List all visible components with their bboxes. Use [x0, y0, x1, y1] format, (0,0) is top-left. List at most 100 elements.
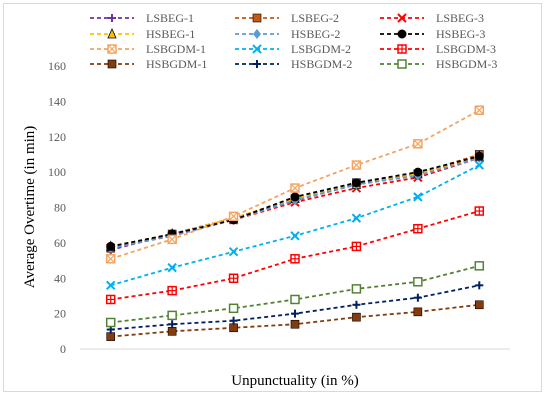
- data-point: [413, 167, 423, 177]
- legend: LSBEG-1 LSBEG-2 LSBEG-3 HSBEG-1 HSBEG-2 HSBEG…: [90, 11, 497, 71]
- data-point: [351, 213, 362, 223]
- data-point: [413, 139, 423, 149]
- data-point: [105, 254, 116, 264]
- legend-marker: [107, 28, 117, 39]
- legend-label: LSBGDM-1: [146, 42, 206, 56]
- data-point: [475, 281, 484, 290]
- data-point: [290, 231, 300, 241]
- data-point: [106, 280, 116, 291]
- series-HSBGDM-3: [105, 261, 485, 328]
- legend-item-LSBGDM-1: LSBGDM-1: [90, 42, 206, 56]
- data-point: [352, 312, 361, 322]
- legend-marker: [253, 29, 261, 39]
- data-point: [228, 303, 239, 314]
- legend-label: HSBEG-1: [146, 27, 195, 41]
- data-point: [105, 294, 116, 305]
- legend-marker: [397, 29, 407, 39]
- legend-item-LSBGDM-2: LSBGDM-2: [235, 42, 351, 56]
- legend-item-HSBGDM-2: HSBGDM-2: [235, 57, 352, 71]
- data-point: [228, 273, 239, 283]
- data-point: [290, 319, 300, 329]
- data-point: [413, 293, 422, 302]
- series-LSBGDM-1: [105, 105, 485, 264]
- data-point: [352, 300, 361, 309]
- y-tick-label: 80: [54, 201, 66, 215]
- series-HSBEG-2: [106, 152, 484, 254]
- x-axis-title: Unpunctuality (in %): [231, 373, 358, 389]
- y-axis-title: Average Overtime (in min): [22, 126, 38, 289]
- data-point: [291, 309, 299, 318]
- legend-item-HSBGDM-1: HSBGDM-1: [90, 57, 207, 71]
- series-layer: [105, 105, 485, 341]
- chart-frame: [3, 3, 542, 392]
- y-tick-label: 20: [54, 307, 66, 321]
- data-point: [229, 323, 238, 333]
- series-HSBGDM-1: [106, 300, 484, 341]
- legend-label: HSBGDM-2: [291, 57, 352, 71]
- legend-marker: [397, 13, 407, 23]
- series-line: [110, 164, 480, 287]
- legend-label: HSBGDM-1: [146, 57, 207, 71]
- y-tick-label: 100: [48, 165, 66, 179]
- data-point: [290, 254, 300, 264]
- data-point: [474, 105, 485, 115]
- data-point: [474, 160, 484, 170]
- data-point: [167, 327, 177, 336]
- data-point: [167, 234, 177, 245]
- legend-marker: [252, 13, 262, 23]
- data-point: [413, 307, 423, 317]
- y-axis: 0 20 40 60 80 100 120 140 160: [48, 59, 66, 356]
- legend-label: LSBGDM-2: [291, 42, 351, 56]
- legend-label: HSBEG-2: [291, 27, 340, 41]
- data-point: [167, 262, 177, 273]
- data-point: [351, 284, 362, 294]
- data-point: [167, 310, 177, 321]
- y-tick-label: 140: [48, 94, 66, 108]
- data-point: [105, 317, 116, 328]
- legend-marker: [107, 44, 117, 54]
- data-point: [474, 261, 485, 271]
- y-tick-label: 120: [48, 130, 66, 144]
- legend-item-HSBGDM-3: HSBGDM-3: [380, 57, 497, 71]
- data-point: [474, 206, 485, 216]
- y-tick-label: 0: [60, 342, 66, 356]
- legend-item-LSBGDM-3: LSBGDM-3: [380, 42, 496, 56]
- series-LSBGDM-2: [106, 160, 484, 291]
- legend-marker: [397, 59, 407, 69]
- legend-item-HSBEG-1: HSBEG-1: [90, 27, 195, 41]
- data-point: [229, 316, 238, 325]
- legend-marker: [397, 44, 407, 54]
- legend-item-HSBEG-3: HSBEG-3: [380, 27, 485, 41]
- y-tick-label: 40: [54, 271, 66, 285]
- legend-label: LSBGDM-3: [436, 42, 496, 56]
- legend-item-LSBEG-1: LSBEG-1: [90, 11, 194, 25]
- data-point: [228, 211, 239, 222]
- data-point: [168, 320, 177, 329]
- series-HSBGDM-2: [106, 281, 484, 334]
- y-tick-label: 160: [48, 59, 66, 73]
- data-point: [413, 277, 423, 287]
- series-LSBGDM-3: [105, 206, 485, 305]
- data-point: [413, 192, 423, 202]
- data-point: [106, 332, 116, 341]
- data-point: [474, 151, 484, 161]
- data-point: [351, 241, 362, 252]
- data-point: [413, 223, 423, 234]
- legend-marker: [108, 14, 116, 22]
- data-point: [228, 247, 239, 257]
- data-point: [106, 241, 116, 251]
- legend-item-LSBEG-2: LSBEG-2: [235, 11, 339, 25]
- data-point: [290, 183, 300, 193]
- legend-label: LSBEG-3: [436, 11, 484, 25]
- legend-label: HSBGDM-3: [436, 57, 497, 71]
- legend-label: LSBEG-2: [291, 11, 339, 25]
- legend-marker: [253, 60, 261, 68]
- legend-item-HSBEG-2: HSBEG-2: [235, 27, 340, 41]
- legend-marker: [107, 59, 117, 69]
- legend-item-LSBEG-3: LSBEG-3: [380, 11, 484, 25]
- y-tick-label: 60: [54, 236, 66, 250]
- legend-marker: [252, 44, 262, 54]
- legend-label: LSBEG-1: [146, 11, 194, 25]
- data-point: [474, 300, 484, 310]
